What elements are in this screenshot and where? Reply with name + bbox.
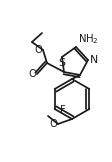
Text: O: O xyxy=(49,119,57,129)
Text: O: O xyxy=(34,45,42,55)
Text: S: S xyxy=(58,58,66,68)
Text: F: F xyxy=(60,105,66,115)
Text: N: N xyxy=(90,55,98,65)
Text: O: O xyxy=(28,69,36,79)
Text: NH$_2$: NH$_2$ xyxy=(78,32,99,46)
